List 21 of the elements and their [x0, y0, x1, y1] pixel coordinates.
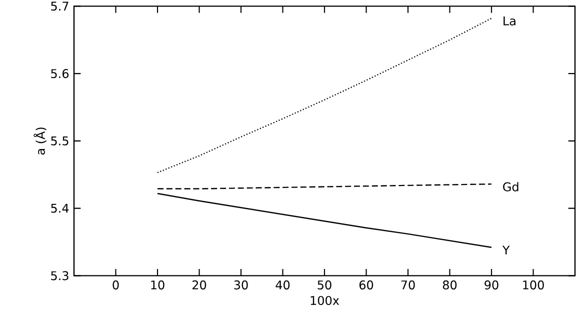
x-tick-label: 30 — [234, 280, 248, 290]
x-tick-label: 20 — [192, 280, 206, 290]
y-tick-label: 5.4 — [51, 204, 69, 213]
y-tick-label: 5.6 — [51, 69, 69, 78]
x-tick-label: 60 — [359, 280, 374, 290]
y-tick-label: 5.3 — [51, 271, 68, 280]
series-label: La — [504, 16, 516, 26]
x-tick-label: 80 — [442, 280, 457, 290]
x-tick-label: 70 — [401, 280, 415, 290]
y-axis-title: a (Å) — [34, 128, 46, 155]
x-tick-label: 50 — [318, 280, 332, 290]
x-tick-label: 10 — [151, 280, 164, 290]
x-tick-label: 40 — [276, 280, 290, 290]
x-tick-label: 90 — [484, 280, 498, 290]
series-label: Y — [502, 246, 510, 254]
x-axis-title: 100x — [310, 296, 340, 306]
x-tick-label: 100 — [523, 280, 544, 290]
y-tick-label: 5.5 — [51, 136, 68, 146]
x-tick-label: 0 — [112, 280, 119, 290]
series-label: Gd — [503, 182, 518, 192]
y-tick-label: 5.7 — [51, 2, 68, 11]
